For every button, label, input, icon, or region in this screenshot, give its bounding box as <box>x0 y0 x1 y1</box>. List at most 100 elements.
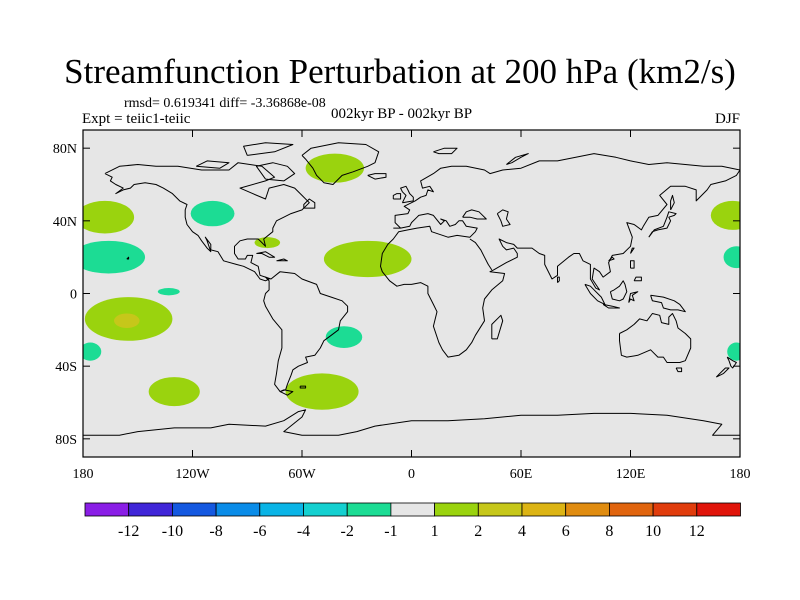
colorbar-swatch <box>696 502 741 517</box>
colorbar-label: 8 <box>605 523 613 540</box>
colorbar-swatch <box>390 502 435 517</box>
stats-line: rmsd= 0.619341 diff= -3.36868e-08 <box>124 96 326 111</box>
lon-tick-label: 120E <box>616 467 646 482</box>
anomaly-region <box>254 237 281 249</box>
axis-ticks: 80N 40N 0 40S 80S 180 120W 60W 0 60E 120E 180 <box>53 130 751 482</box>
lat-tick-label: 0 <box>70 288 77 303</box>
coastline-philippines-mindanao <box>633 276 642 282</box>
coastline-falklands <box>299 385 307 389</box>
anomaly-region <box>148 377 200 407</box>
coastline-cuba <box>256 251 276 258</box>
anomaly-region <box>83 240 146 274</box>
colorbar-swatch <box>477 502 523 517</box>
lat-tick-label: 80S <box>55 433 77 448</box>
coastline-madagascar <box>491 314 504 340</box>
lat-tick-label: 40N <box>53 215 77 230</box>
chart-title: Streamfunction Perturbation at 200 hPa (… <box>64 52 736 91</box>
colorbar-swatch <box>171 502 217 517</box>
coastline-java <box>602 303 620 309</box>
colorbar-swatch <box>346 502 392 517</box>
lat-tick-label: 80N <box>53 142 77 157</box>
coastline-hainan <box>608 256 615 262</box>
coastline-novaya-zemlya <box>506 153 529 165</box>
season-label: DJF <box>714 111 740 127</box>
colorbar-label: -10 <box>162 523 183 540</box>
coastline-philippines-luzon <box>630 260 635 269</box>
coastline-sulawesi <box>628 291 639 303</box>
coastline-tierra-del-fuego <box>279 389 294 396</box>
colorbar-swatch <box>215 502 261 517</box>
colorbar-label: -12 <box>118 523 139 540</box>
colorbar-swatch <box>609 502 654 517</box>
coastline-australia <box>619 313 692 363</box>
colorbar-label: 10 <box>645 523 661 540</box>
lon-tick-label: 120W <box>175 467 210 482</box>
coastline-greenland <box>301 142 380 185</box>
colorbar-swatch <box>303 502 348 517</box>
anomaly-region <box>710 200 740 230</box>
lon-tick-label: 60W <box>288 467 316 482</box>
lon-tick-label: 180 <box>73 467 94 482</box>
anomaly-region <box>157 288 180 296</box>
coastline-sri-lanka <box>557 276 560 283</box>
coastline-new-guinea <box>650 294 686 313</box>
anomaly-region <box>190 200 235 227</box>
experiment-label: Expt = teiic1-teiic <box>82 111 191 127</box>
colorbar-swatch <box>521 502 567 517</box>
coastline-north-america <box>104 162 310 282</box>
colorbar-swatch <box>652 502 698 517</box>
anomaly-region <box>83 200 135 234</box>
coastline-south-america <box>263 271 349 393</box>
coastline-ireland <box>392 193 402 200</box>
colorbar-label: -6 <box>253 523 266 540</box>
coastline-ellesmere <box>243 142 294 156</box>
plot-area <box>83 130 740 457</box>
anomaly-region <box>114 313 140 329</box>
coastline-japan <box>648 211 677 238</box>
colorbar-swatch <box>84 502 130 517</box>
colorbar-swatch <box>259 502 304 517</box>
colorbar-swatch <box>128 502 173 517</box>
lon-tick-label: 0 <box>408 467 415 482</box>
colorbar-label: 6 <box>562 523 570 540</box>
colorbar-label: -1 <box>384 523 397 540</box>
coastline-borneo <box>609 280 628 302</box>
coastline-baffin <box>255 162 296 182</box>
colorbar-label: 2 <box>474 523 482 540</box>
coastline-new-zealand-north <box>726 356 737 369</box>
coastline-svalbard <box>433 147 458 155</box>
lat-tick-label: 40S <box>55 360 77 375</box>
coastline-tasmania <box>675 367 683 373</box>
anomaly-layer <box>83 153 740 410</box>
coastline-victoria-island <box>195 160 230 169</box>
coastline-eurasia-africa <box>380 153 740 358</box>
coastline-black-sea <box>462 209 487 220</box>
coastline-iceland <box>367 173 387 180</box>
coastline-great-britain <box>400 185 414 204</box>
colorbar-label: 1 <box>431 523 439 540</box>
coastline-antarctica <box>83 409 740 436</box>
lon-tick-label: 180 <box>730 467 751 482</box>
anomaly-region <box>727 342 740 361</box>
coastline-hispaniola <box>276 258 288 262</box>
coastline-newfoundland <box>303 198 316 209</box>
coastline-red-sea-arabia <box>469 238 493 271</box>
coastline-sakhalin <box>670 194 675 211</box>
colorbar-label: 4 <box>518 523 526 540</box>
anomaly-region <box>323 240 412 278</box>
colorbar-swatch <box>434 502 479 517</box>
anomaly-region <box>305 153 365 183</box>
coastline-taiwan <box>630 247 635 254</box>
anomaly-region <box>285 373 359 410</box>
coastline-new-zealand-south <box>715 367 730 378</box>
colorbar-label: -2 <box>341 523 354 540</box>
period-label: 002kyr BP - 002kyr BP <box>331 106 473 122</box>
coastline-layer <box>83 142 740 436</box>
colorbar: -12 -10 -8 -6 -4 -2 -1 1 2 4 6 8 10 12 <box>84 502 741 540</box>
coastline-hawaii <box>126 256 130 260</box>
coastline-caspian <box>496 209 511 227</box>
lon-tick-label: 60E <box>510 467 533 482</box>
colorbar-swatch <box>565 502 610 517</box>
colorbar-label: 12 <box>689 523 705 540</box>
